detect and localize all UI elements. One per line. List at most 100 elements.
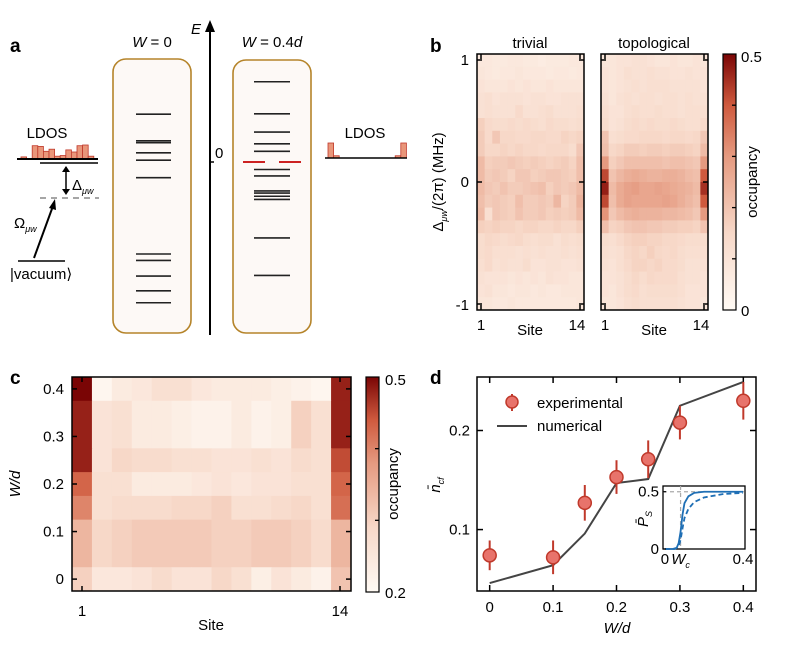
experimental-point	[482, 548, 497, 563]
heatmap-cell	[601, 169, 610, 183]
heatmap-cell	[231, 377, 252, 402]
heatmap-cell	[561, 156, 570, 170]
heatmap-cell	[522, 284, 531, 298]
heatmap-cell	[601, 182, 610, 196]
c-colorbar-min: 0.2	[385, 585, 406, 602]
d-ylabel: n̄cf	[427, 476, 446, 493]
heatmap-cell	[171, 567, 192, 592]
heatmap-cell	[568, 130, 577, 144]
inset-x-tick-label: 0.4	[733, 551, 754, 568]
heatmap-cell	[677, 54, 686, 68]
heatmap-cell	[131, 472, 153, 497]
heatmap-cell	[616, 233, 625, 247]
heatmap-cell	[291, 495, 312, 521]
experimental-point	[609, 469, 624, 485]
heatmap-cell	[538, 66, 547, 80]
heatmap-cell	[608, 54, 617, 68]
heatmap-cell	[91, 472, 113, 497]
heatmap-cell	[608, 105, 617, 119]
heatmap-cell	[700, 79, 709, 93]
panel-b-ticks	[477, 54, 708, 310]
heatmap-cell	[499, 105, 508, 119]
heatmap-cell	[608, 220, 617, 234]
heatmap-cell	[692, 207, 701, 221]
heatmap-cell	[561, 130, 570, 144]
heatmap-cell	[522, 258, 531, 272]
heatmap-cell	[515, 220, 524, 234]
legend-experimental-marker	[505, 395, 519, 409]
ldos-bar	[400, 142, 407, 159]
heatmap-cell	[477, 284, 486, 298]
heatmap-cell	[662, 118, 671, 132]
x-tick-label: 0.4	[733, 599, 754, 616]
heatmap-cell	[669, 143, 678, 157]
heatmap-cell	[568, 92, 577, 106]
heatmap-cell	[484, 233, 493, 247]
heatmap-cell	[507, 92, 516, 106]
heatmap-cell	[576, 284, 585, 298]
heatmap-cell	[522, 271, 531, 285]
heatmap-cell	[499, 79, 508, 93]
b-colorbar-min: 0	[741, 303, 749, 320]
heatmap-cell	[692, 92, 701, 106]
heatmap-cell	[111, 377, 133, 402]
heatmap-cell	[646, 118, 655, 132]
heatmap-cell	[545, 246, 554, 260]
heatmap-cell	[576, 130, 585, 144]
heatmap-cell	[677, 66, 686, 80]
heatmap-cell	[568, 297, 577, 311]
heatmap-cell	[623, 54, 632, 68]
heatmap-cell	[662, 233, 671, 247]
heatmap-cell	[477, 246, 486, 260]
heatmap-cell	[492, 271, 501, 285]
legend-numerical-label: numerical	[537, 418, 602, 435]
heatmap-cell	[507, 194, 516, 208]
heatmap-cell	[515, 54, 524, 68]
heatmap-cell	[623, 143, 632, 157]
heatmap-cell	[616, 284, 625, 298]
w0-levels	[136, 113, 171, 304]
heatmap-cell	[271, 400, 292, 449]
heatmap-cell	[111, 400, 133, 449]
heatmap-cell	[553, 66, 562, 80]
ldos-bar	[82, 144, 89, 160]
heatmap-cell	[646, 194, 655, 208]
heatmap-cell	[631, 54, 640, 68]
heatmap-cell	[639, 271, 648, 285]
b-colorbar	[722, 53, 737, 311]
heatmap-cell	[545, 297, 554, 311]
heatmap-cell	[669, 258, 678, 272]
heatmap-cell	[492, 79, 501, 93]
heatmap-cell	[677, 194, 686, 208]
heatmap-cell	[151, 472, 173, 497]
heatmap-cell	[700, 143, 709, 157]
heatmap-cell	[522, 194, 531, 208]
heatmap-cell	[522, 297, 531, 311]
heatmap-cell	[484, 246, 493, 260]
heatmap-cell	[522, 169, 531, 183]
heatmap-cell	[477, 105, 486, 119]
heatmap-cell	[601, 143, 610, 157]
heatmap-cell	[568, 207, 577, 221]
heatmap-cell	[484, 143, 493, 157]
heatmap-cell	[545, 92, 554, 106]
heatmap-cell	[576, 246, 585, 260]
heatmap-cell	[677, 220, 686, 234]
heatmap-cell	[631, 220, 640, 234]
heatmap-cell	[669, 118, 678, 132]
heatmap-cell	[646, 182, 655, 196]
heatmap-cell	[616, 220, 625, 234]
heatmap-cell	[522, 143, 531, 157]
heatmap-cell	[601, 92, 610, 106]
heatmap-cell	[553, 156, 562, 170]
heatmap-cell	[499, 156, 508, 170]
heatmap-cell	[576, 194, 585, 208]
topological-xtick-14: 14	[693, 317, 710, 334]
heatmap-cell	[530, 169, 539, 183]
heatmap-cell	[677, 92, 686, 106]
heatmap-cell	[639, 118, 648, 132]
heatmap-cell	[538, 271, 547, 285]
heatmap-cell	[654, 66, 663, 80]
heatmap-cell	[646, 297, 655, 311]
heatmap-cell	[568, 54, 577, 68]
